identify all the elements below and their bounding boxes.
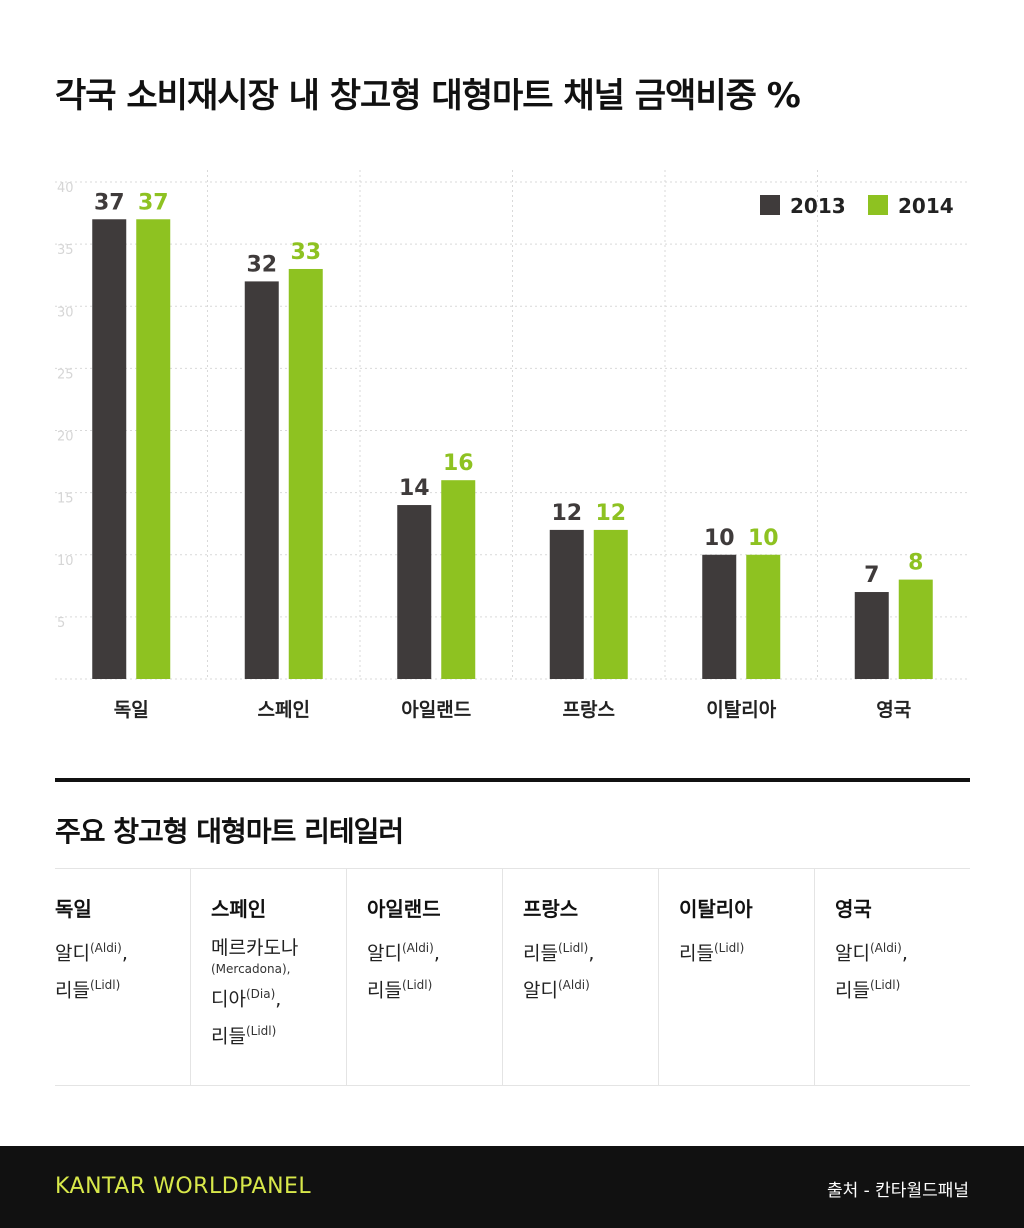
data-label: 37 (138, 190, 169, 215)
country-name: 이탈리아 (679, 897, 753, 921)
country-name: 영국 (835, 897, 872, 921)
data-label: 10 (704, 526, 735, 551)
bar-2013-영국 (854, 592, 889, 679)
bar-2014-프랑스 (593, 529, 628, 679)
x-tick-label: 스페인 (258, 699, 310, 721)
y-tick-label: 15 (57, 492, 74, 507)
footer: KANTAR WORLDPANEL 출처 - 칸타월드패널 (0, 1146, 1024, 1228)
retailer-item: 리들(Lidl) (55, 978, 121, 1002)
legend-label: 2013 (790, 194, 846, 218)
bar-2013-독일 (92, 219, 127, 679)
data-label: 8 (908, 551, 923, 576)
x-tick-label: 독일 (114, 699, 149, 721)
bar-2013-프랑스 (549, 529, 584, 679)
data-label: 37 (94, 190, 125, 215)
country-name: 독일 (55, 897, 92, 921)
data-label: 10 (748, 526, 779, 551)
bar-2014-독일 (136, 219, 171, 679)
data-label: 12 (595, 501, 626, 526)
country-name: 아일랜드 (367, 897, 441, 921)
bar-2014-영국 (898, 579, 933, 679)
data-label: 7 (864, 563, 879, 588)
retailers-title: 주요 창고형 대형마트 리테일러 (55, 815, 404, 848)
retailer-item: 알디(Aldi), (367, 941, 440, 965)
retailer-item: 리들(Lidl) (679, 941, 745, 965)
retailer-item: 리들(Lidl), (523, 941, 595, 965)
y-tick-label: 40 (57, 181, 74, 196)
retailer-item: 알디(Aldi), (835, 941, 908, 965)
data-label: 14 (399, 476, 430, 501)
x-tick-label: 영국 (876, 699, 911, 721)
data-label: 33 (290, 240, 321, 265)
y-tick-label: 35 (57, 243, 74, 258)
data-label: 16 (443, 451, 474, 476)
country-name: 프랑스 (523, 897, 579, 921)
data-label: 32 (246, 252, 277, 277)
x-tick-label: 이탈리아 (706, 699, 776, 721)
retailer-item: 알디(Aldi) (523, 978, 590, 1002)
y-tick-label: 20 (57, 430, 74, 445)
x-tick-label: 프랑스 (563, 699, 615, 721)
bar-chart: 5 10 15 20 25 30 35 40 37 37 독일 32 33 스페인 14 16 아일랜드 12 12… (55, 170, 970, 721)
retailer-item: 리들(Lidl) (367, 978, 433, 1002)
retailer-item: 리들(Lidl) (211, 1024, 277, 1048)
retailer-item: 리들(Lidl) (835, 978, 901, 1002)
retailer-item: 알디(Aldi), (55, 941, 128, 965)
y-tick-label: 30 (57, 305, 74, 320)
page-title: 각국 소비재시장 내 창고형 대형마트 채널 금액비중 % (55, 76, 801, 116)
brand-logo: KANTAR WORLDPANEL (55, 1174, 312, 1199)
legend-swatch-2013 (760, 195, 780, 215)
source-note: 출처 - 칸타월드패널 (826, 1181, 969, 1201)
y-tick-label: 10 (57, 554, 74, 569)
bar-2014-스페인 (288, 268, 323, 679)
bar-2013-이탈리아 (702, 554, 737, 679)
bar-2014-이탈리아 (746, 554, 781, 679)
data-label: 12 (551, 501, 582, 526)
section-divider (55, 778, 970, 782)
retailer-item: 디아(Dia), (211, 987, 282, 1011)
y-tick-label: 5 (57, 616, 65, 631)
x-tick-label: 아일랜드 (401, 699, 471, 721)
legend-label: 2014 (898, 194, 954, 218)
bar-2013-아일랜드 (397, 505, 432, 679)
y-tick-label: 25 (57, 367, 74, 382)
country-name: 스페인 (211, 897, 267, 921)
bar-2013-스페인 (244, 281, 279, 679)
retailer-item: 메르카도나 (Mercadona), (211, 937, 299, 976)
legend-swatch-2014 (868, 195, 888, 215)
bar-2014-아일랜드 (441, 480, 476, 679)
